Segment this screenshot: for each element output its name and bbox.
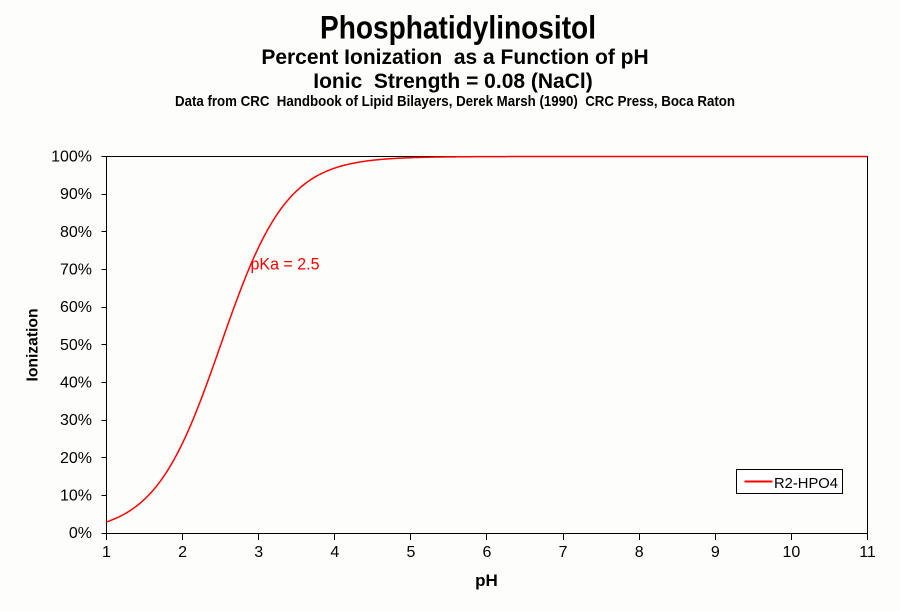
svg-text:Phosphatidylinositol: Phosphatidylinositol: [320, 10, 596, 46]
svg-text:10: 10: [783, 544, 801, 561]
svg-text:11: 11: [859, 544, 876, 561]
svg-text:6: 6: [483, 544, 492, 561]
svg-text:9: 9: [711, 544, 720, 561]
svg-text:30%: 30%: [60, 412, 92, 429]
svg-text:1: 1: [102, 544, 111, 561]
svg-text:pKa = 2.5: pKa = 2.5: [251, 255, 320, 274]
svg-text:7: 7: [559, 544, 568, 561]
svg-text:70%: 70%: [60, 262, 92, 279]
svg-text:0%: 0%: [69, 525, 92, 542]
svg-text:10%: 10%: [60, 488, 92, 505]
svg-text:20%: 20%: [60, 450, 92, 467]
svg-text:100%: 100%: [51, 149, 92, 166]
svg-text:90%: 90%: [60, 186, 92, 203]
svg-text:3: 3: [254, 544, 263, 561]
svg-text:50%: 50%: [60, 337, 92, 354]
svg-text:2: 2: [178, 544, 187, 561]
svg-text:Data from CRC Handbook of Lip: Data from CRC Handbook of Lipid Bilayers…: [175, 93, 735, 110]
svg-text:4: 4: [330, 544, 339, 561]
svg-text:60%: 60%: [60, 299, 92, 316]
svg-text:Ionic Strength = 0.08 (NaCl): Ionic Strength = 0.08 (NaCl): [313, 70, 592, 93]
svg-text:40%: 40%: [60, 375, 92, 392]
svg-text:R2-HPO4: R2-HPO4: [774, 475, 838, 492]
svg-text:5: 5: [406, 544, 415, 561]
svg-text:Ionization: Ionization: [25, 309, 42, 382]
svg-text:Percent Ionization as a Funct: Percent Ionization as a Function of pH: [261, 46, 648, 69]
svg-text:8: 8: [635, 544, 644, 561]
svg-text:80%: 80%: [60, 224, 92, 241]
svg-text:pH: pH: [475, 571, 498, 590]
